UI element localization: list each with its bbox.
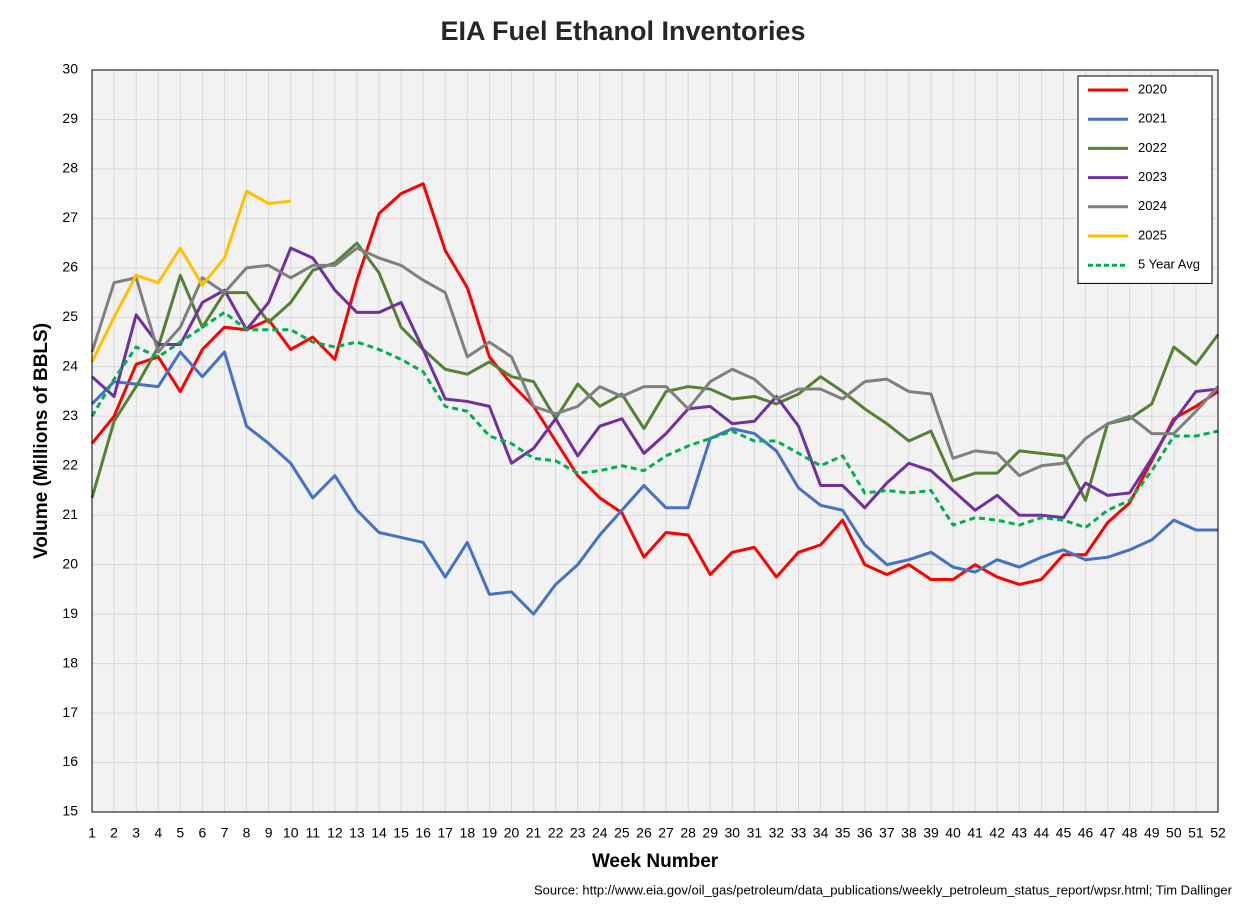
plot-area <box>92 70 1218 812</box>
series-line <box>90 246 1220 478</box>
x-tick-label: 5 <box>176 825 184 841</box>
x-tick-label: 18 <box>460 825 476 841</box>
grid <box>91 69 1219 813</box>
series-line <box>90 241 1220 502</box>
series-line <box>90 350 1218 616</box>
source-note: Source: http://www.eia.gov/oil_gas/petro… <box>534 882 1233 897</box>
x-tick-label: 41 <box>967 825 983 841</box>
x-tick-label: 30 <box>724 825 740 841</box>
x-tick-label: 39 <box>923 825 939 841</box>
y-axis-title: Volume (Millions of BBLS) <box>31 323 52 559</box>
x-tick-label: 45 <box>1056 825 1072 841</box>
y-tick-label: 17 <box>62 704 78 720</box>
legend-label: 2023 <box>1138 169 1167 184</box>
x-tick-label: 3 <box>132 825 140 841</box>
y-tick-label: 20 <box>62 555 78 571</box>
x-tick-label: 37 <box>879 825 895 841</box>
x-tick-label: 4 <box>154 825 162 841</box>
x-tick-label: 47 <box>1100 825 1116 841</box>
y-tick-label: 15 <box>62 803 78 819</box>
plot-border <box>91 69 1219 813</box>
x-tick-label: 2 <box>110 825 118 841</box>
x-tick-label: 52 <box>1210 825 1226 841</box>
legend-label: 2020 <box>1138 81 1167 96</box>
y-tick-label: 28 <box>62 160 78 176</box>
x-tick-label: 43 <box>1012 825 1028 841</box>
y-tick-label: 26 <box>62 259 78 275</box>
x-tick-label: 44 <box>1034 825 1050 841</box>
lines <box>90 182 1220 616</box>
x-tick-label: 10 <box>283 825 299 841</box>
x-tick-label: 8 <box>243 825 251 841</box>
x-tick-label: 36 <box>857 825 873 841</box>
x-tick-label: 13 <box>349 825 365 841</box>
x-tick-label: 35 <box>835 825 851 841</box>
x-axis-title: Week Number <box>592 851 719 872</box>
x-tick-label: 46 <box>1078 825 1094 841</box>
legend-label: 2021 <box>1138 111 1167 126</box>
y-tick-label: 29 <box>62 110 78 126</box>
y-tick-label: 18 <box>62 654 78 670</box>
x-tick-label: 48 <box>1122 825 1138 841</box>
series-line <box>90 310 1219 530</box>
x-tick-label: 15 <box>393 825 409 841</box>
x-tick-label: 42 <box>989 825 1005 841</box>
x-tick-label: 49 <box>1144 825 1160 841</box>
x-tick-label: 31 <box>747 825 763 841</box>
x-tick-label: 16 <box>415 825 431 841</box>
x-tick-label: 6 <box>198 825 206 841</box>
x-tick-label: 12 <box>327 825 343 841</box>
legend-label: 2022 <box>1138 140 1167 155</box>
x-tick-label: 20 <box>504 825 520 841</box>
x-tick-label: 19 <box>482 825 498 841</box>
x-tick-label: 22 <box>548 825 564 841</box>
x-tick-label: 32 <box>769 825 785 841</box>
x-tick-label: 40 <box>945 825 961 841</box>
x-tick-label: 28 <box>680 825 696 841</box>
x-tick-label: 7 <box>221 825 229 841</box>
y-tick-label: 16 <box>62 753 78 769</box>
x-tick-label: 14 <box>371 825 387 841</box>
y-tick-label: 19 <box>62 605 78 621</box>
x-tick-label: 50 <box>1166 825 1182 841</box>
x-tick-label: 23 <box>570 825 586 841</box>
x-tick-label: 21 <box>526 825 542 841</box>
legend-label: 5 Year Avg <box>1138 257 1200 272</box>
chart-title: EIA Fuel Ethanol Inventories <box>440 16 805 46</box>
x-tick-label: 51 <box>1188 825 1204 841</box>
series-line <box>90 182 1219 586</box>
x-tick-label: 24 <box>592 825 608 841</box>
y-tick-label: 25 <box>62 308 78 324</box>
x-tick-label: 9 <box>265 825 273 841</box>
legend: 2020 2021 2022 2023 2024 2025 5 Year Avg <box>1077 75 1213 284</box>
y-tick-label: 27 <box>62 209 78 225</box>
x-tick-label: 26 <box>636 825 652 841</box>
x-tick-label: 38 <box>901 825 917 841</box>
series-line <box>90 246 1219 520</box>
y-tick-label: 30 <box>62 61 78 77</box>
series-line <box>90 189 291 363</box>
x-tick-label: 1 <box>88 825 96 841</box>
legend-label: 2025 <box>1138 227 1167 242</box>
y-tick-label: 22 <box>62 456 78 472</box>
x-tick-label: 25 <box>614 825 630 841</box>
x-tick-label: 27 <box>658 825 674 841</box>
x-tick-label: 29 <box>702 825 718 841</box>
x-tick-label: 11 <box>306 825 321 841</box>
legend-label: 2024 <box>1138 198 1167 213</box>
x-tick-label: 34 <box>813 825 829 841</box>
y-tick-label: 23 <box>62 407 78 423</box>
y-tick-label: 24 <box>62 358 78 374</box>
legend-box <box>1077 75 1213 284</box>
x-tick-label: 33 <box>791 825 807 841</box>
x-tick-label: 17 <box>437 825 453 841</box>
y-tick-label: 21 <box>62 506 78 522</box>
